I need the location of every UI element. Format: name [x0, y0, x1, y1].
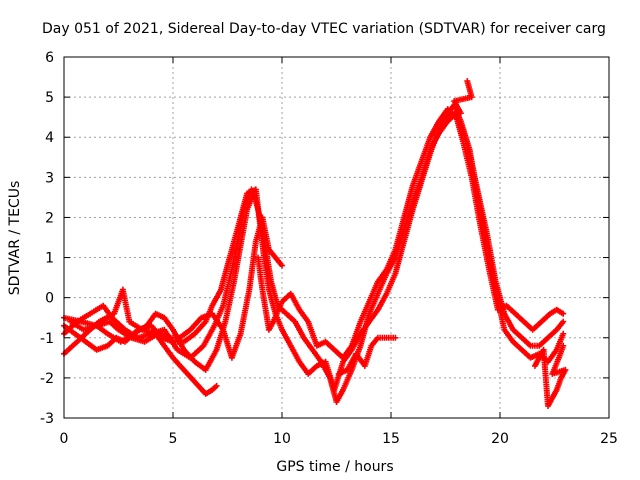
- y-tick-label: 6: [45, 50, 54, 66]
- y-axis-ticks: -3 -2 -1 0 1 2 3 4 5 6: [40, 50, 609, 427]
- x-axis-label: GPS time / hours: [276, 459, 393, 475]
- y-tick-label: 0: [45, 291, 54, 307]
- series-peak: [440, 78, 475, 121]
- x-tick-label: 5: [169, 431, 178, 447]
- data-point: [440, 114, 447, 121]
- x-tick-label: 15: [382, 431, 400, 447]
- data-point: [279, 262, 285, 269]
- data-point: [392, 334, 399, 341]
- x-tick-label: 25: [600, 431, 618, 447]
- y-tick-label: -3: [40, 411, 54, 427]
- data-point: [560, 318, 567, 325]
- y-tick-label: 4: [45, 130, 54, 146]
- y-tick-label: 3: [45, 170, 54, 186]
- series-track-5: [67, 214, 399, 377]
- y-tick-label: -2: [40, 371, 54, 387]
- x-tick-label: 10: [273, 431, 291, 447]
- y-axis-label: SDTVAR / TECUs: [7, 181, 23, 296]
- data-markers: [61, 78, 569, 409]
- y-tick-label: -1: [40, 331, 54, 347]
- y-tick-label: 2: [45, 210, 54, 226]
- series-track-3: [61, 102, 567, 393]
- data-point: [560, 342, 567, 349]
- series-track-4: [61, 106, 567, 361]
- series-track-6: [531, 342, 569, 409]
- y-tick-label: 1: [45, 251, 54, 267]
- x-axis-ticks: 0 5 10 15 20 25: [60, 57, 618, 447]
- x-tick-label: 0: [60, 431, 69, 447]
- x-tick-label: 20: [491, 431, 509, 447]
- y-tick-label: 5: [45, 90, 54, 106]
- chart-title: Day 051 of 2021, Sidereal Day-to-day VTE…: [42, 21, 606, 37]
- grid-lines: [64, 57, 609, 418]
- plot-frame: [63, 56, 610, 419]
- data-point: [560, 330, 567, 337]
- data-point: [213, 382, 220, 389]
- data-point: [560, 310, 567, 317]
- data-point: [248, 186, 255, 193]
